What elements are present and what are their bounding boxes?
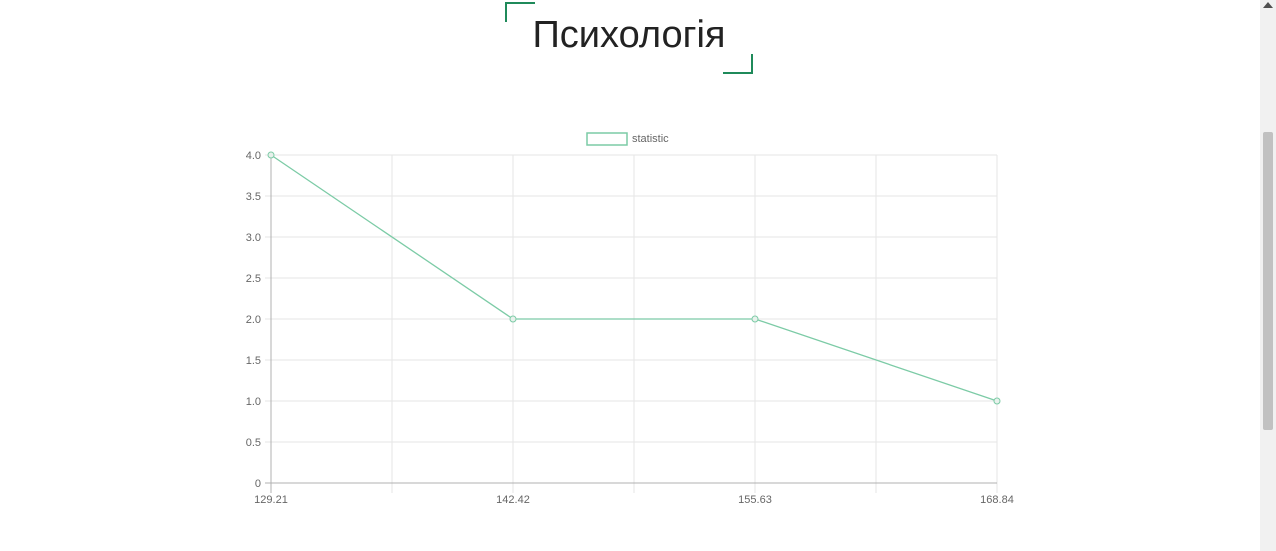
- x-tick-label: 168.84: [980, 494, 1014, 506]
- legend-swatch: [586, 132, 628, 146]
- y-tick-label: 4.0: [246, 150, 261, 162]
- y-tick-label: 0.5: [246, 437, 261, 449]
- legend[interactable]: statistic: [586, 132, 669, 146]
- y-tick-labels: 4.0 3.5 3.0 2.5 2.0 1.5 1.0 0.5 0: [246, 150, 261, 490]
- series-line-statistic: [270, 154, 998, 402]
- y-tick-label: 3.5: [246, 191, 261, 203]
- title-corner-top-left: [505, 2, 535, 22]
- page-title: Психологія: [532, 14, 726, 56]
- legend-label: statistic: [632, 133, 669, 145]
- title-frame: Психологія: [505, 2, 753, 74]
- axes: [270, 155, 997, 484]
- y-tick-label: 2.5: [246, 273, 261, 285]
- series: [267, 151, 1001, 405]
- data-point: [267, 151, 275, 159]
- data-point: [993, 397, 1001, 405]
- x-tick-labels: 129.21 142.42 155.63 168.84: [254, 494, 1014, 506]
- vertical-scrollbar[interactable]: [1260, 0, 1276, 551]
- data-point: [509, 315, 517, 323]
- y-tick-label: 1.5: [246, 355, 261, 367]
- y-tick-label: 2.0: [246, 314, 261, 326]
- scrollbar-thumb[interactable]: [1263, 132, 1273, 430]
- y-tick-label: 0: [255, 478, 261, 490]
- data-point: [751, 315, 759, 323]
- scroll-up-arrow-icon[interactable]: [1263, 2, 1273, 8]
- x-tick-label: 129.21: [254, 494, 288, 506]
- title-corner-bottom-right: [723, 54, 753, 74]
- y-tick-label: 3.0: [246, 232, 261, 244]
- x-tick-label: 142.42: [496, 494, 530, 506]
- grid-lines: [265, 154, 998, 493]
- x-tick-label: 155.63: [738, 494, 772, 506]
- y-tick-label: 1.0: [246, 396, 261, 408]
